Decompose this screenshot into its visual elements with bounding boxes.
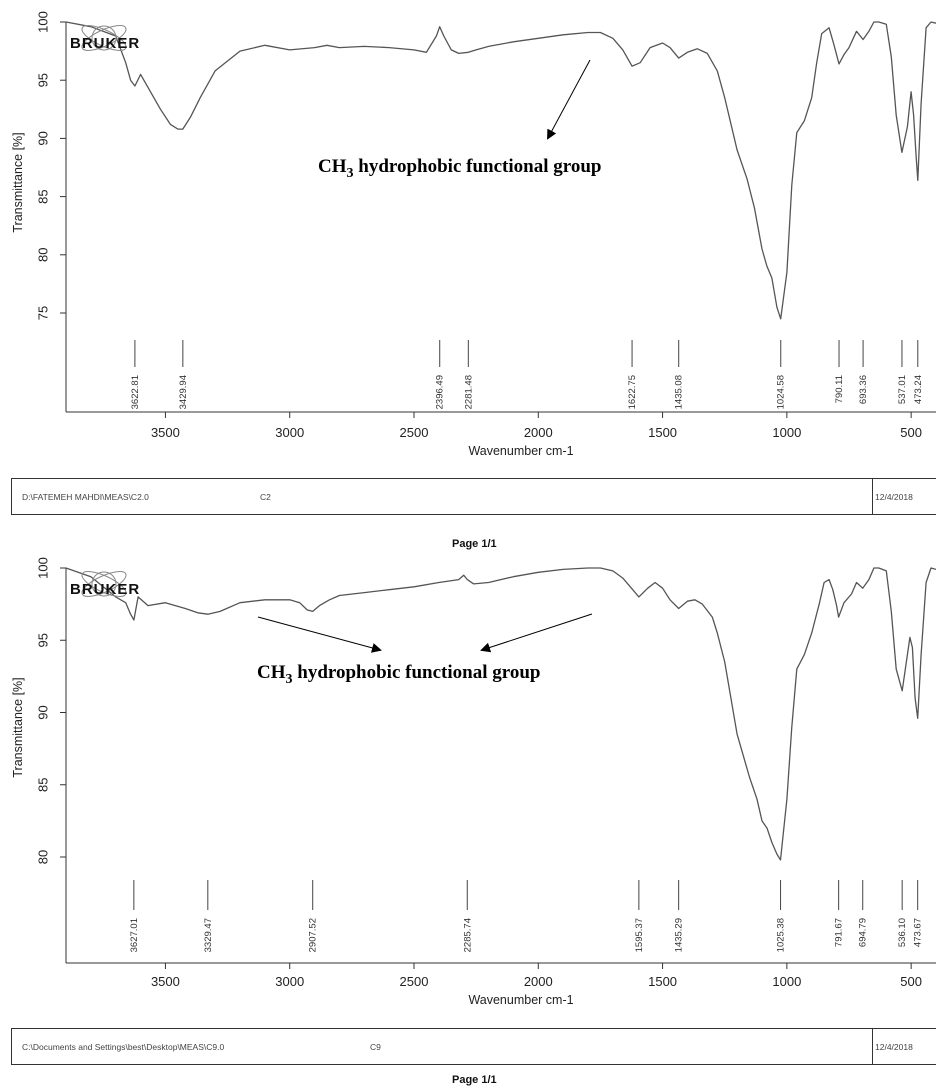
- logo-ring-icon: [91, 25, 117, 51]
- x-tick-label: 500: [900, 974, 922, 989]
- peak-label: 2281.48: [463, 375, 474, 409]
- x-tick-label: 500: [900, 425, 922, 440]
- measurement-date: 12/4/2018: [875, 1042, 913, 1052]
- logo-orbit-icon: [81, 571, 127, 597]
- peak-label: 1025.38: [776, 918, 787, 952]
- sample-name: C2: [260, 492, 271, 502]
- logo-orbit-icon: [81, 571, 127, 597]
- peak-label: 3429.94: [178, 375, 189, 409]
- annotation-label: CH3 hydrophobic functional group: [257, 662, 540, 687]
- peak-label: 473.67: [913, 918, 924, 947]
- annotation-arrow: [257, 616, 382, 653]
- x-tick-label: 2500: [400, 974, 429, 989]
- page-label-c9: Page 1/1: [452, 1074, 497, 1086]
- x-tick-label: 3000: [275, 425, 304, 440]
- peak-label: 2907.52: [308, 918, 319, 952]
- y-tick-label: 100: [35, 557, 50, 579]
- x-tick-label: 3500: [151, 974, 180, 989]
- y-tick-label: 80: [35, 248, 50, 262]
- file-info-box-c9: C:\Documents and Settings\best\Desktop\M…: [11, 1028, 936, 1065]
- annotation-ch: CH: [318, 156, 347, 177]
- x-tick-label: 1000: [772, 974, 801, 989]
- peak-label: 1435.08: [674, 375, 685, 409]
- spectrum-trace: [65, 21, 936, 320]
- peak-label: 1435.29: [674, 918, 685, 952]
- peak-label: 3627.01: [129, 918, 140, 952]
- spectrum-panel-c2: 75 80 85 90 95 100 3500 3000 2500 2000 1500 1000 500…: [11, 11, 936, 458]
- peak-label: 1595.37: [634, 918, 645, 952]
- annotation-arrow: [547, 59, 591, 140]
- logo-orbit-icon: [81, 25, 127, 51]
- logo-orbit-icon: [81, 25, 127, 51]
- logo-ring-icon: [91, 571, 117, 597]
- y-tick-label: 80: [35, 850, 50, 864]
- x-axis-title: Wavenumber cm-1: [468, 444, 573, 458]
- peak-label: 2396.49: [435, 375, 446, 409]
- annotation-label: CH3 hydrophobic functional group: [318, 156, 601, 181]
- y-tick-label: 90: [35, 131, 50, 145]
- logo-wordmark: BRUKER: [70, 581, 140, 598]
- measurement-date: 12/4/2018: [875, 492, 913, 502]
- x-axis-title: Wavenumber cm-1: [468, 993, 573, 1007]
- file-info-box-c2: D:\FATEMEH MAHDI\MEAS\C2.0 C2 12/4/2018: [11, 478, 936, 515]
- sample-name: C9: [370, 1042, 381, 1052]
- file-path: C:\Documents and Settings\best\Desktop\M…: [22, 1042, 225, 1052]
- x-tick-label: 2000: [524, 974, 553, 989]
- x-tick-label: 1500: [648, 974, 677, 989]
- annotation-subscript: 3: [347, 166, 354, 181]
- x-tick-label: 3500: [151, 425, 180, 440]
- annotation-ch: CH: [257, 662, 286, 683]
- annotation-rest: hydrophobic functional group: [354, 156, 602, 177]
- file-path: D:\FATEMEH MAHDI\MEAS\C2.0: [22, 492, 149, 502]
- x-tick-label: 3000: [275, 974, 304, 989]
- y-axis-title: Transmittance [%]: [11, 132, 25, 232]
- peak-label: 536.10: [897, 918, 908, 947]
- y-tick-label: 95: [35, 633, 50, 647]
- peak-label: 3329.47: [203, 918, 214, 952]
- peak-label: 3622.81: [130, 375, 141, 409]
- bruker-logo: BRUKER: [70, 571, 140, 598]
- y-tick-label: 90: [35, 705, 50, 719]
- peak-label: 791.67: [834, 918, 845, 947]
- peak-label: 1622.75: [627, 375, 638, 409]
- y-tick-label: 85: [35, 778, 50, 792]
- peak-label: 790.11: [834, 375, 845, 403]
- y-tick-label: 75: [35, 306, 50, 320]
- bruker-logo: BRUKER: [70, 25, 140, 52]
- y-tick-label: 95: [35, 73, 50, 87]
- annotation-arrow: [480, 613, 593, 653]
- spectrum-panel-c9: 80 85 90 95 100 3500 3000 2500 2000 1500 1000 500 Wa…: [11, 557, 936, 1007]
- peak-label: 537.01: [897, 375, 908, 404]
- y-tick-label: 85: [35, 189, 50, 203]
- peak-label: 694.79: [858, 918, 869, 947]
- x-tick-label: 1500: [648, 425, 677, 440]
- y-axis-title: Transmittance [%]: [11, 677, 25, 777]
- peak-label: 693.36: [858, 375, 869, 404]
- peak-label: 473.24: [913, 375, 924, 404]
- divider: [872, 1029, 873, 1064]
- x-tick-label: 2000: [524, 425, 553, 440]
- x-tick-label: 2500: [400, 425, 429, 440]
- page-label-c2: Page 1/1: [452, 538, 497, 550]
- y-tick-label: 100: [35, 11, 50, 33]
- peak-label: 1024.58: [776, 375, 787, 409]
- divider: [872, 479, 873, 514]
- x-tick-label: 1000: [772, 425, 801, 440]
- spectrum-trace: [65, 567, 936, 861]
- annotation-subscript: 3: [286, 672, 293, 687]
- annotation-rest: hydrophobic functional group: [293, 662, 541, 683]
- logo-wordmark: BRUKER: [70, 35, 140, 52]
- peak-label: 2285.74: [462, 918, 473, 952]
